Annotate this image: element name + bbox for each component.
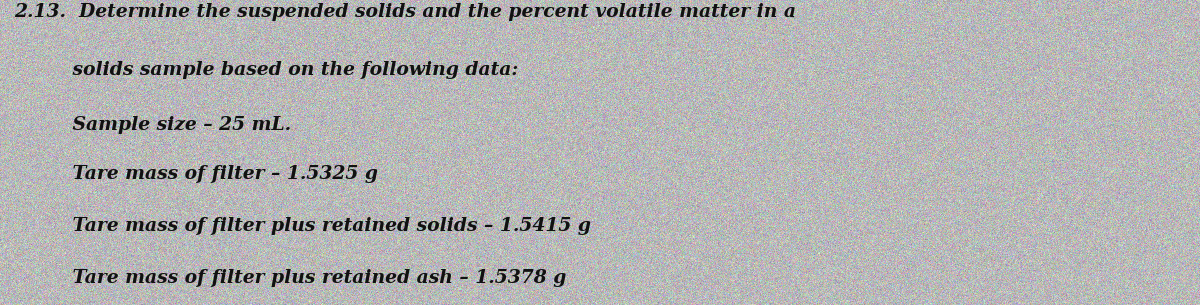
Text: 2.13.  Determine the suspended solids and the percent volatile matter in a: 2.13. Determine the suspended solids and…	[14, 3, 797, 21]
Text: Sample size – 25 mL.: Sample size – 25 mL.	[14, 116, 292, 134]
Text: Tare mass of filter plus retained ash – 1.5378 g: Tare mass of filter plus retained ash – …	[14, 269, 566, 287]
Text: Tare mass of filter – 1.5325 g: Tare mass of filter – 1.5325 g	[14, 165, 378, 183]
Text: Tare mass of filter plus retained solids – 1.5415 g: Tare mass of filter plus retained solids…	[14, 217, 592, 235]
Text: solids sample based on the following data:: solids sample based on the following dat…	[14, 61, 518, 79]
